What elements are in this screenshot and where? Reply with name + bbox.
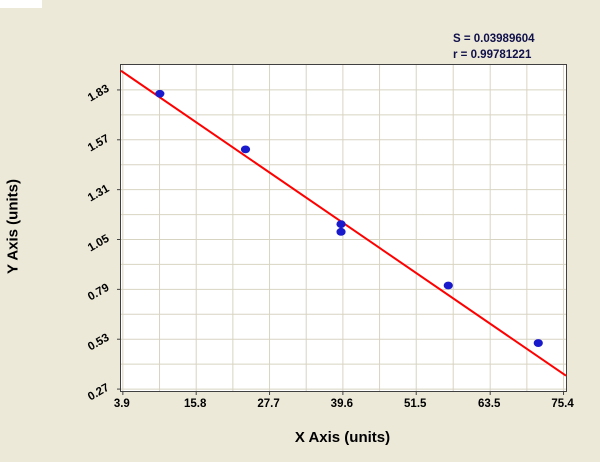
x-tick-label: 39.6: [330, 398, 354, 410]
plot-canvas: [117, 65, 567, 395]
x-tick-label: 27.7: [257, 398, 280, 410]
y-tick-label: 0.79: [85, 282, 111, 304]
x-tick-label: 51.5: [404, 398, 427, 410]
data-point: [443, 281, 453, 290]
x-axis-label: X Axis (units): [294, 429, 391, 446]
y-tick-label: 0.27: [85, 381, 111, 404]
x-tick-label: 63.5: [477, 398, 501, 410]
window-corner-fragment: [0, 0, 42, 8]
y-tick-label: 1.05: [85, 232, 111, 254]
data-point: [155, 89, 165, 98]
y-tick-label: 1.83: [85, 82, 111, 105]
data-point: [336, 227, 346, 236]
plot-area: [117, 64, 567, 395]
x-tick-label: 75.4: [551, 398, 574, 410]
y-tick-label: 1.31: [85, 182, 111, 205]
y-tick-label: 0.53: [85, 332, 111, 354]
x-tick-label: 15.8: [183, 398, 207, 410]
stat-s-value: S = 0.03989604: [453, 33, 535, 45]
data-point: [336, 220, 346, 229]
x-tick-label: 3.9: [113, 398, 130, 410]
data-point: [533, 339, 543, 347]
fit-statistics: S = 0.03989604 r = 0.99781221: [453, 31, 535, 63]
stat-r-value: r = 0.99781221: [453, 49, 532, 61]
y-tick-label: 1.57: [85, 132, 111, 155]
y-axis-label: Y Axis (units): [4, 178, 22, 275]
data-point: [240, 145, 251, 154]
